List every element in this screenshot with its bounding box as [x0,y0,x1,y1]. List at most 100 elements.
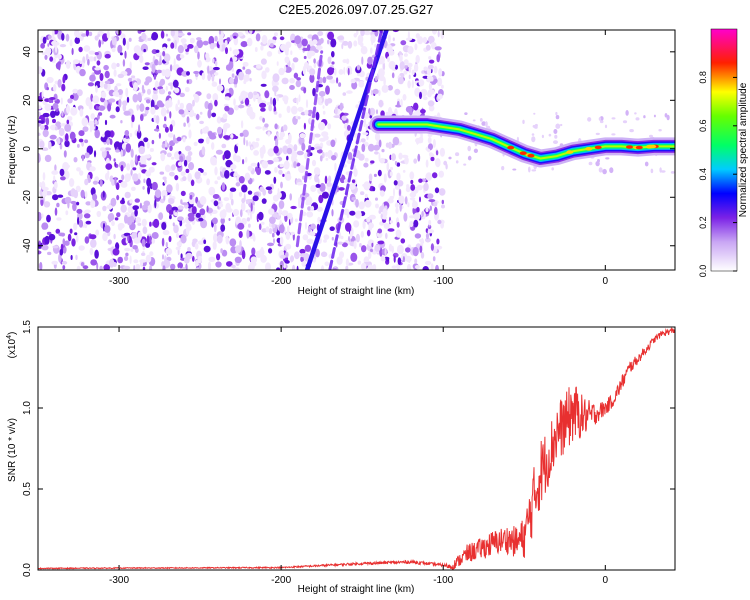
heatmap-cell [485,121,488,127]
heatmap-cell [129,61,132,71]
heatmap-cell [67,98,73,104]
heatmap-cell [234,104,239,111]
heatmap-cell [171,164,176,171]
colorbar-tick-label: 0.6 [698,120,708,133]
heatmap-cell [163,53,171,62]
heatmap-cell [58,253,62,263]
heatmap-cell [282,173,285,177]
heatmap-cell [278,169,283,175]
heatmap-cell [61,33,65,41]
heatmap-cell [396,172,401,181]
heatmap-cell [249,211,253,220]
heatmap-cell [423,182,429,192]
y-tick-label: 0.5 [22,482,33,496]
heatmap-cell [257,162,260,169]
heatmap-cell [216,253,221,261]
heatmap-cell [393,188,395,197]
heatmap-cell [211,73,215,82]
heatmap-hotspot [649,144,657,149]
heatmap-cell [126,216,133,226]
heatmap-cell [279,147,283,154]
heatmap-cell [78,138,84,143]
heatmap-cell [50,110,56,119]
heatmap-y-axis-label: Frequency (Hz) [7,116,18,185]
heatmap-cell [40,196,44,201]
heatmap-cell [99,179,103,187]
heatmap-cell [622,120,628,124]
heatmap-cell [117,256,123,264]
heatmap-cell [201,127,209,134]
heatmap-cell [232,49,240,56]
heatmap-cell [122,59,126,67]
heatmap-cell [267,189,273,195]
heatmap-cell [381,84,389,93]
heatmap-cell [89,234,97,240]
heatmap-cell [279,36,285,41]
heatmap-cell [214,166,218,176]
heatmap-cell [356,64,361,71]
heatmap-cell [366,229,371,237]
heatmap-cell [428,56,432,60]
heatmap-cell [428,219,432,226]
heatmap-cell [438,170,444,178]
heatmap-cell [141,32,147,42]
heatmap-cell [193,141,198,147]
heatmap-cell [123,232,131,237]
heatmap-cell [305,201,309,206]
heatmap-cell [120,149,124,158]
heatmap-cell [302,65,306,76]
heatmap-cell [298,94,301,103]
heatmap-cell [63,150,67,158]
heatmap-cell [149,264,153,270]
heatmap-cell [310,205,315,212]
heatmap-cell [246,37,253,47]
heatmap-cell [123,110,131,116]
heatmap-cell [82,56,86,65]
heatmap-cell [94,52,99,56]
heatmap-cell [351,179,356,184]
heatmap-cell [389,220,394,224]
heatmap-cell [137,172,141,180]
colorbar-tick-label: 0.8 [698,71,708,84]
heatmap-cell [432,139,436,148]
heatmap-cell [47,251,52,256]
heatmap-cell [419,91,422,100]
heatmap-cell [297,116,301,120]
heatmap-cell [75,254,78,260]
heatmap-cell [41,213,44,218]
heatmap-cell [341,43,344,50]
heatmap-cell [387,34,391,44]
heatmap-cell [75,234,79,243]
heatmap-cell [265,226,270,233]
heatmap-cell [419,196,421,203]
heatmap-cell [211,81,218,87]
heatmap-cell [153,128,160,132]
heatmap-cell [247,165,253,172]
heatmap-cell [297,106,304,112]
heatmap-cell [59,248,64,256]
x-tick-label: -100 [433,575,453,586]
heatmap-cell [353,240,357,250]
heatmap-cell [406,37,412,41]
heatmap-cell [290,255,294,262]
heatmap-cell [207,261,212,270]
heatmap-cell [42,188,48,198]
heatmap-cell [323,239,327,243]
heatmap-cell [132,93,139,103]
heatmap-cell [65,210,69,216]
snr-y-multiplier-exp: 4 [6,335,13,339]
heatmap-cell [70,94,74,100]
heatmap-cell [185,51,189,55]
heatmap-cell [270,97,273,105]
heatmap-cell [314,48,319,53]
heatmap-cell [116,83,122,87]
heatmap-cell [273,157,279,163]
heatmap-cell [141,84,145,92]
heatmap-cell [202,40,209,46]
heatmap-cell [54,109,60,116]
x-tick-label: -200 [271,575,291,586]
heatmap-cell [375,197,378,201]
heatmap-cell [296,265,299,270]
heatmap-cell [293,72,299,79]
